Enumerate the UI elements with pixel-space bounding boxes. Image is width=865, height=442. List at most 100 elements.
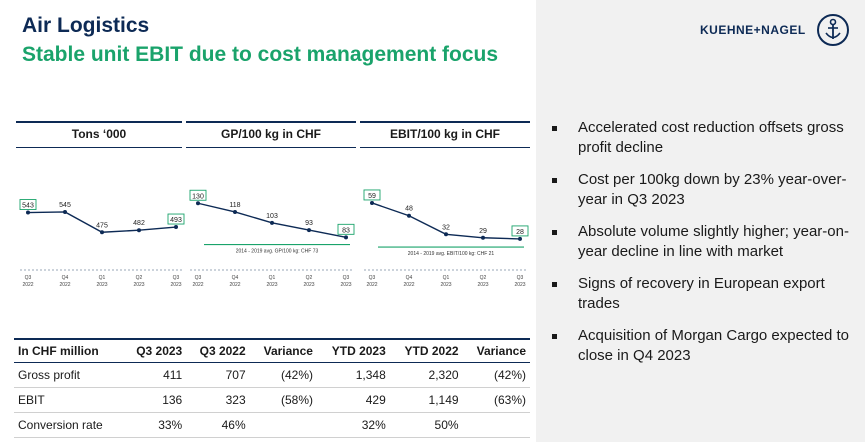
- table-cell: 1,149: [389, 387, 463, 413]
- x-tick-label: Q3: [25, 275, 32, 281]
- bullet-square-icon: [552, 282, 557, 287]
- data-label: 543: [22, 203, 34, 210]
- chart-tons: 543Q32022545Q42022475Q12023482Q22023493Q…: [19, 199, 185, 288]
- data-point: [63, 209, 67, 214]
- chart-title-ebit: EBIT/100 kg in CHF: [360, 121, 530, 148]
- data-label: 28: [516, 229, 524, 236]
- table-cell: 33%: [122, 412, 187, 438]
- bullet-item: Accelerated cost reduction offsets gross…: [552, 118, 852, 158]
- logo-text: KUEHNE+NAGEL: [700, 23, 806, 37]
- x-tick-label: Q1: [443, 275, 450, 281]
- data-label: 475: [96, 222, 108, 229]
- table-header-row: In CHF million Q3 2023 Q3 2022 Variance …: [14, 338, 530, 363]
- x-tick-label: Q1: [99, 275, 106, 281]
- table-cell: 707: [186, 362, 250, 388]
- page-title: Air Logistics: [22, 14, 150, 37]
- x-tick-label: Q3: [369, 275, 376, 281]
- bullet-square-icon: [552, 178, 557, 183]
- x-tick-label: Q1: [269, 275, 276, 281]
- column-header: YTD 2023: [316, 338, 390, 363]
- x-tick-label: Q2: [136, 275, 143, 281]
- data-point: [370, 200, 374, 205]
- company-logo: KUEHNE+NAGEL: [700, 13, 850, 47]
- data-point: [26, 210, 30, 215]
- data-label: 48: [405, 206, 413, 213]
- bullet-item: Absolute volume slightly higher; year-on…: [552, 222, 852, 262]
- table-cell: 323: [186, 387, 250, 413]
- bullet-item: Signs of recovery in European export tra…: [552, 274, 852, 314]
- x-tick-label: 2023: [440, 282, 451, 288]
- column-header: Variance: [249, 338, 317, 363]
- column-header: Q3 2023: [122, 338, 187, 363]
- bullet-item: Cost per 100kg down by 23% year-over-yea…: [552, 170, 852, 210]
- table-cell: 32%: [316, 412, 390, 438]
- x-tick-label: 2023: [133, 282, 144, 288]
- data-label: 482: [133, 220, 145, 227]
- table-cell: (42%): [462, 362, 530, 388]
- data-label: 103: [266, 213, 278, 220]
- data-point: [233, 209, 237, 214]
- chart-gp: 2014 - 2019 avg. GP/100 kg: CHF 73130Q32…: [189, 189, 355, 288]
- x-tick-label: 2022: [22, 282, 33, 288]
- data-point: [307, 228, 311, 233]
- chart-ebit: 2014 - 2019 avg. EBIT/100 kg: CHF 21 59 Q3…: [363, 189, 529, 288]
- data-label: 118: [229, 202, 240, 209]
- x-tick-label: 2022: [403, 282, 414, 288]
- table-cell: (42%): [249, 362, 317, 388]
- data-label-box: [189, 189, 207, 201]
- data-point: [174, 225, 178, 230]
- column-header: In CHF million: [14, 338, 123, 363]
- table-cell: [249, 412, 317, 438]
- data-point: [344, 235, 348, 240]
- column-header: Variance: [462, 338, 530, 363]
- table-cell: [462, 412, 530, 438]
- x-tick-label: 2023: [514, 282, 525, 288]
- data-label-box: [511, 225, 529, 237]
- bullet-item: Acquisition of Morgan Cargo expected to …: [552, 326, 852, 366]
- data-label: 59: [368, 193, 376, 200]
- table-cell: Gross profit: [14, 362, 123, 388]
- column-header: YTD 2022: [389, 338, 463, 363]
- table-row: EBIT 136 323 (58%) 429 1,149 (63%): [14, 387, 530, 413]
- table-row: Conversion rate 33% 46% 32% 50%: [14, 412, 530, 438]
- data-point: [518, 236, 522, 241]
- x-tick-label: Q4: [232, 275, 239, 281]
- table-cell: Conversion rate: [14, 412, 123, 438]
- data-label: 32: [442, 224, 450, 231]
- data-label: 493: [170, 217, 182, 224]
- data-label: 93: [305, 220, 313, 227]
- table-cell: 50%: [389, 412, 463, 438]
- data-label: 29: [479, 228, 487, 235]
- reference-label: 2014 - 2019 avg. EBIT/100 kg: CHF 21: [408, 251, 495, 257]
- bullet-square-icon: [552, 230, 557, 235]
- key-points-list: Accelerated cost reduction offsets gross…: [552, 118, 852, 378]
- x-tick-label: 2022: [59, 282, 70, 288]
- data-label-box: [337, 223, 355, 235]
- table-cell: 1,348: [316, 362, 390, 388]
- series-line: [197, 202, 347, 239]
- table-cell: 2,320: [389, 362, 463, 388]
- data-point: [407, 213, 411, 218]
- data-point: [444, 232, 448, 237]
- x-tick-label: 2022: [192, 282, 203, 288]
- data-point: [481, 235, 485, 240]
- x-tick-label: Q4: [62, 275, 69, 281]
- x-tick-label: Q4: [406, 275, 413, 281]
- data-point: [137, 228, 141, 233]
- table-cell: 136: [122, 387, 187, 413]
- table-cell: 411: [122, 362, 187, 388]
- table-cell: (63%): [462, 387, 530, 413]
- financials-table: In CHF million Q3 2023 Q3 2022 Variance …: [14, 338, 530, 438]
- bullet-square-icon: [552, 126, 557, 131]
- table-cell: 46%: [186, 412, 250, 438]
- x-tick-label: 2022: [229, 282, 240, 288]
- chart-title-gp: GP/100 kg in CHF: [186, 121, 356, 148]
- x-tick-label: Q3: [195, 275, 202, 281]
- x-tick-label: Q3: [173, 275, 180, 281]
- x-tick-label: 2023: [266, 282, 277, 288]
- chart-title-tons: Tons ‘000: [16, 121, 182, 148]
- data-label-box: [363, 189, 381, 201]
- table-cell: (58%): [249, 387, 317, 413]
- x-tick-label: 2023: [303, 282, 314, 288]
- x-tick-label: 2023: [170, 282, 181, 288]
